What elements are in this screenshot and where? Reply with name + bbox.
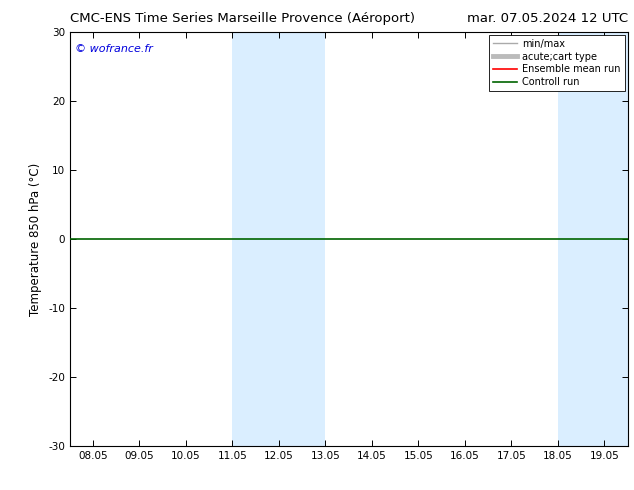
Text: © wofrance.fr: © wofrance.fr [75,44,153,54]
Text: mar. 07.05.2024 12 UTC: mar. 07.05.2024 12 UTC [467,12,628,25]
Bar [558,32,628,446]
Bar [233,32,325,446]
Legend: min/max, acute;cart type, Ensemble mean run, Controll run: min/max, acute;cart type, Ensemble mean … [489,35,624,91]
Y-axis label: Temperature 850 hPa (°C): Temperature 850 hPa (°C) [29,162,42,316]
Text: CMC-ENS Time Series Marseille Provence (Aéroport): CMC-ENS Time Series Marseille Provence (… [70,12,415,25]
